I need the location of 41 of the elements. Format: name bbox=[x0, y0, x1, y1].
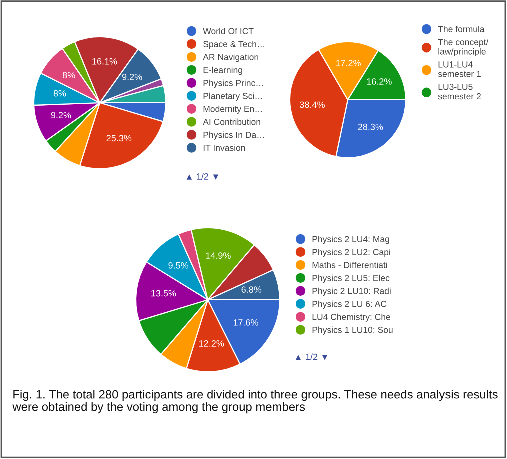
legend-label: Physics 1 LU10: Sou bbox=[312, 326, 393, 335]
data-label: 8% bbox=[54, 90, 66, 97]
data-label: 17.6% bbox=[234, 319, 258, 326]
legend-label: Physics Princ… bbox=[204, 80, 264, 88]
legend-label: The formula bbox=[438, 26, 485, 32]
data-label: 6.8% bbox=[242, 286, 262, 293]
legend-label: Physics 2 LU4: Mag bbox=[312, 236, 390, 244]
legend-label: The concept/ law/principle bbox=[438, 38, 489, 57]
caption: Fig. 1. The total 280 participants are divided into three groups. These needs analysis results were obtained by the voting among the group members bbox=[12, 390, 498, 414]
legend-label: AI Contribution bbox=[203, 118, 260, 126]
data-label: 16.1% bbox=[92, 58, 118, 65]
legend-label: LU4 Chemistry: Che bbox=[312, 314, 391, 322]
data-label: 16.2% bbox=[367, 78, 392, 85]
data-label: 12.2% bbox=[200, 340, 224, 347]
legend-label: Physic 2 LU10: Radi bbox=[312, 288, 391, 296]
data-label: 9.2% bbox=[51, 112, 72, 119]
data-label: 25.3% bbox=[106, 135, 132, 142]
text: ▲ 1/2 ▼ bbox=[186, 173, 219, 180]
legend-label: Physics 2 LU2: Capi bbox=[312, 248, 390, 258]
legend-label: Modernity En… bbox=[204, 106, 262, 114]
data-label: 13.5% bbox=[152, 290, 176, 297]
legend-label: World Of ICT bbox=[203, 28, 254, 34]
data-label: 9.5% bbox=[168, 262, 189, 269]
data-label: 17.2% bbox=[336, 60, 361, 66]
data-label: 8% bbox=[63, 72, 76, 79]
legend-label: AR Navigation bbox=[203, 54, 258, 62]
legend-label: Space & Tech… bbox=[204, 40, 265, 50]
legend-label: Maths - Differentiati bbox=[312, 262, 388, 268]
data-label: 38.4% bbox=[300, 102, 325, 108]
legend-label: E-learning bbox=[204, 66, 242, 76]
legend-label: Physics 2 LU 6: AC bbox=[312, 300, 387, 309]
legend-label: Physics In Da… bbox=[204, 132, 264, 140]
legend-label: IT Invasion bbox=[204, 144, 246, 152]
data-label: 14.9% bbox=[206, 252, 231, 260]
legend-label: LU1-LU4 semester 1 bbox=[438, 62, 481, 78]
data-label: 28.3% bbox=[358, 124, 384, 130]
legend-label: Planetary Sci… bbox=[204, 92, 262, 101]
legend-label: LU3-LU5 semester 2 bbox=[438, 84, 481, 100]
data-label: 9.2% bbox=[122, 74, 142, 80]
legend-label: Physics 2 LU5: Elec bbox=[312, 274, 390, 284]
text: ▲ 1/2 ▼ bbox=[296, 354, 328, 360]
